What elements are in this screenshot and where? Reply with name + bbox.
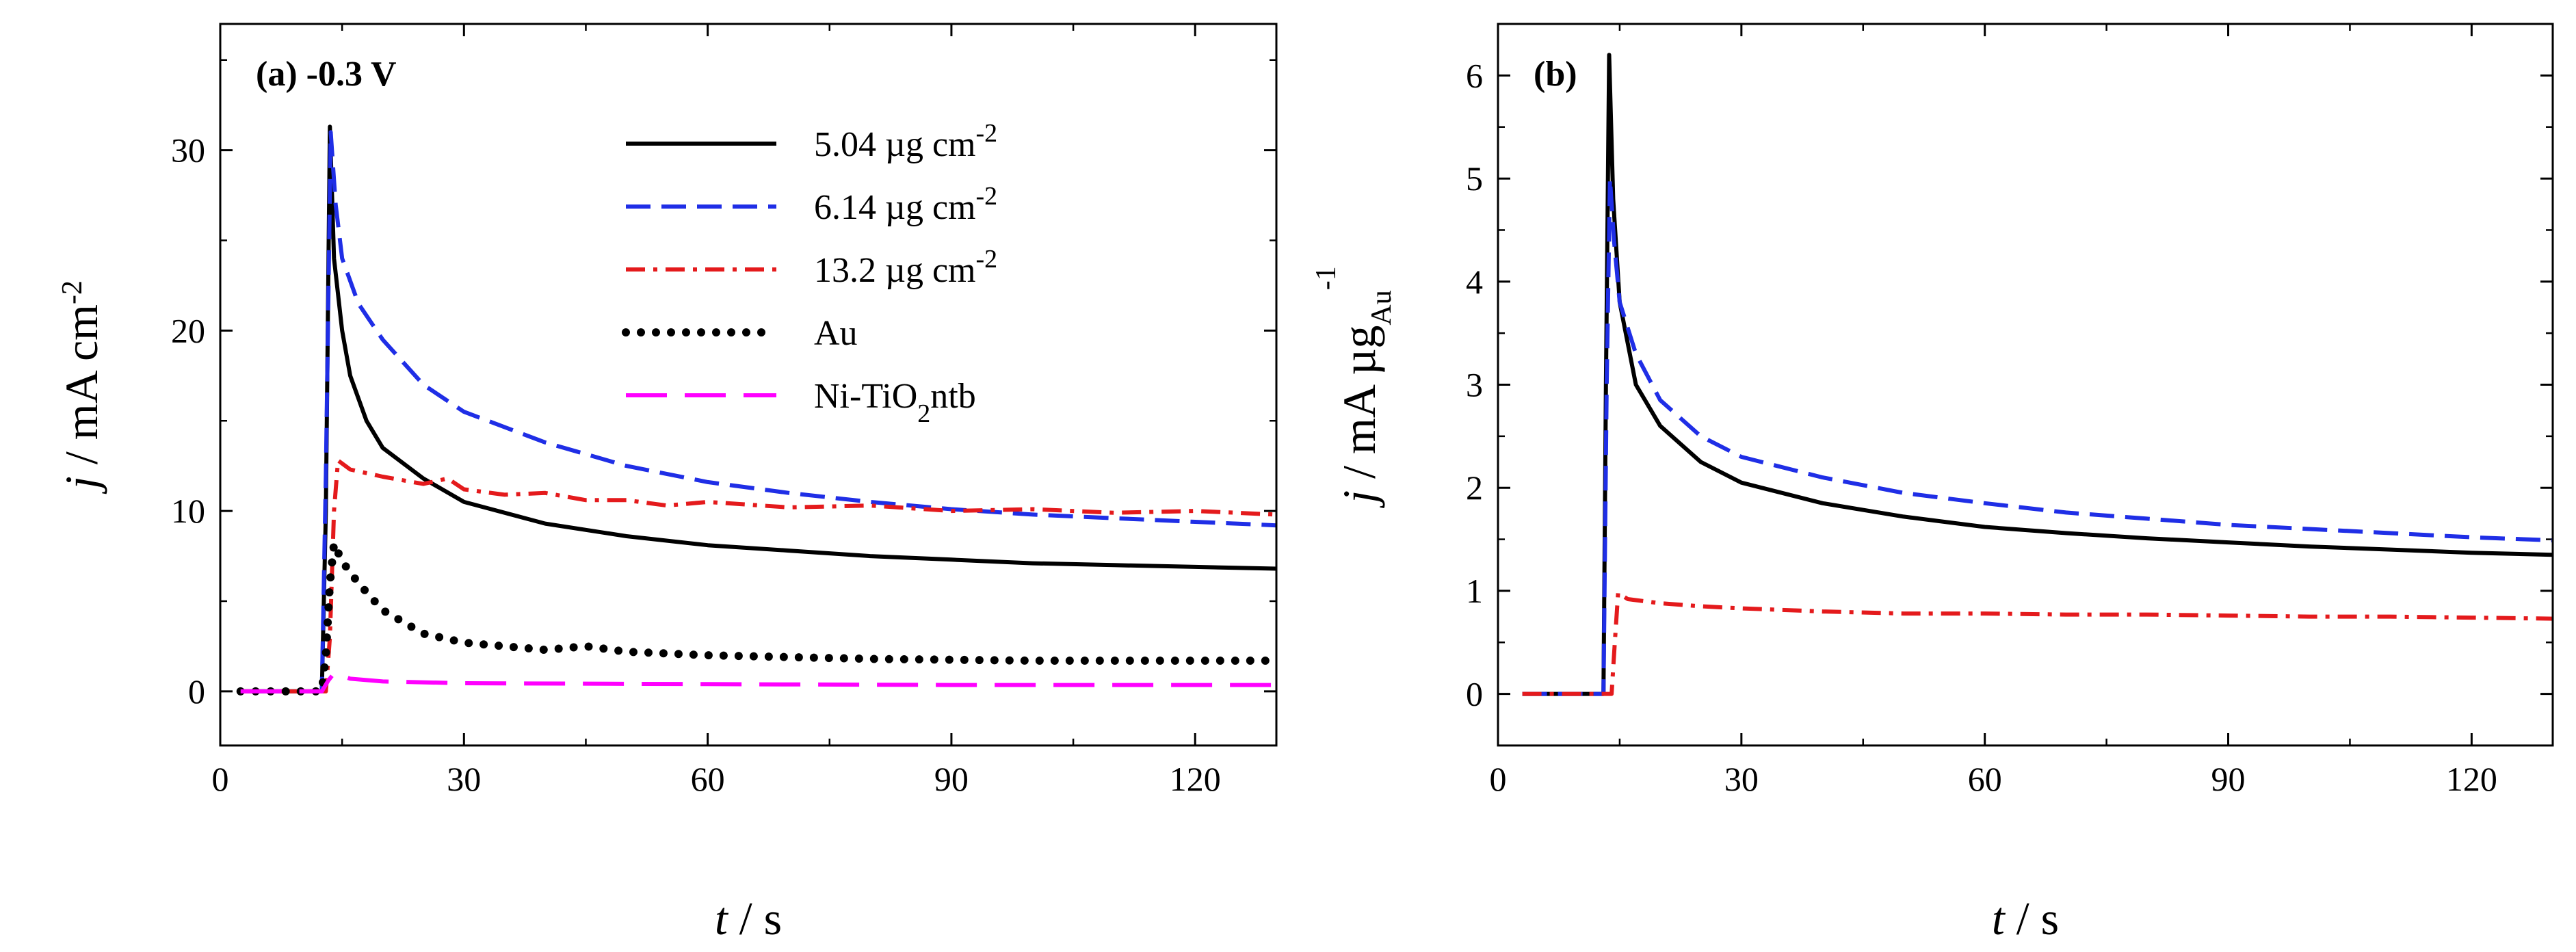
legend-label-2: 6.14 µg cm-2 <box>814 182 997 227</box>
panel-a-series-line-5 <box>240 671 1276 693</box>
panel-b-y-tick-label: 0 <box>1466 675 1483 713</box>
panel-b-frame <box>1497 23 2554 747</box>
legend-label-main: 5.04 µg cm <box>814 125 976 164</box>
legend-label-main: 6.14 µg cm <box>814 188 976 227</box>
panel-b-y-axis-sub: Au <box>1366 290 1397 325</box>
legend-label-sup: -2 <box>976 182 998 211</box>
panel-b-x-tick-label: 0 <box>1490 760 1507 798</box>
panel-a-x-tick-label: 0 <box>212 760 229 798</box>
panel-a-series-line-2 <box>240 130 1277 693</box>
panel-b-series-line-2 <box>1522 176 2553 696</box>
panel-a-title: (a) -0.3 V <box>256 55 397 94</box>
legend-label-sup: -2 <box>976 245 998 274</box>
panel-b-y-tick-label: 4 <box>1466 263 1483 301</box>
panel-b-y-axis-unit: / mA µg <box>1333 326 1385 490</box>
panel-a-y-tick-label: 10 <box>171 492 205 530</box>
panel-b-y-axis-label: j / mA µgAu-1 <box>1311 266 1397 509</box>
panel-a-y-tick-label: 30 <box>171 131 205 170</box>
panel-b-x-tick-label: 30 <box>1724 760 1759 798</box>
panel-b-y-tick-label: 1 <box>1466 572 1483 610</box>
panel-b-title: (b) <box>1534 55 1577 94</box>
panel-b-x-axis-var: t <box>1992 892 2006 944</box>
panel-a-y-tick-label: 20 <box>171 311 205 349</box>
legend-label-3: 13.2 µg cm-2 <box>814 245 997 290</box>
panel-a-x-axis-unit: / s <box>728 892 782 944</box>
panel-a-x-tick-label: 60 <box>691 760 725 798</box>
panel-a-series-line-4 <box>236 539 1280 696</box>
panel-b-y-tick-label: 3 <box>1466 366 1483 404</box>
panel-a-y-tick-label: 0 <box>188 672 205 711</box>
panel-a-x-tick-label: 90 <box>934 760 969 798</box>
panel-b-y-tick-label: 5 <box>1466 159 1483 198</box>
legend-label-sub: 2 <box>917 399 930 428</box>
panel-a-x-tick-label: 120 <box>1170 760 1221 798</box>
panel-a-y-axis-label: j / mA cm-2 <box>55 280 107 494</box>
panel-b-x-tick-label: 90 <box>2211 760 2246 798</box>
legend-label-main: Ni-TiO <box>814 377 917 416</box>
panel-a-x-axis-var: t <box>715 892 729 944</box>
panel-b-x-axis-unit: / s <box>2005 892 2059 944</box>
panel-a-frame <box>219 23 1278 747</box>
panel-b-y-tick-label: 2 <box>1466 468 1483 507</box>
legend-label-1: 5.04 µg cm-2 <box>814 119 997 164</box>
panel-a-series-line-3 <box>240 458 1277 693</box>
legend-label-main: 13.2 µg cm <box>814 251 976 290</box>
panel-a-series-line-1 <box>240 124 1277 693</box>
panel-a-series <box>236 124 1280 696</box>
panel-a-y-axis-sup: -2 <box>57 280 88 304</box>
legend-label-sup: -2 <box>976 119 998 148</box>
panel-b-y-tick-label: 6 <box>1466 56 1483 94</box>
panel-b-x-axis-label: t / s <box>1992 892 2059 944</box>
panel-a-legend: 5.04 µg cm-26.14 µg cm-213.2 µg cm-2AuNi… <box>622 119 997 428</box>
panel-b-x-tick-label: 120 <box>2446 760 2497 798</box>
panel-b-x-tick-label: 60 <box>1968 760 2002 798</box>
panel-a-x-axis-label: t / s <box>715 892 782 944</box>
panel-b-series-line-3 <box>1522 590 2553 696</box>
legend-label-main: Au <box>814 314 858 353</box>
legend-label-5: Ni-TiO2ntb <box>814 377 976 428</box>
panel-b-series <box>1522 53 2553 696</box>
panel-a-ticks: 0 30 60 90 120 0 10 20 30 <box>171 24 1276 798</box>
panel-a-y-axis-unit: / mA cm <box>55 304 107 476</box>
panel-b-series-line-1 <box>1522 53 2553 696</box>
panel-b-y-axis-sup: -1 <box>1311 266 1342 290</box>
legend-label-tail: ntb <box>930 377 975 416</box>
panel-a-x-tick-label: 30 <box>447 760 481 798</box>
legend-label-4: Au <box>814 314 858 353</box>
